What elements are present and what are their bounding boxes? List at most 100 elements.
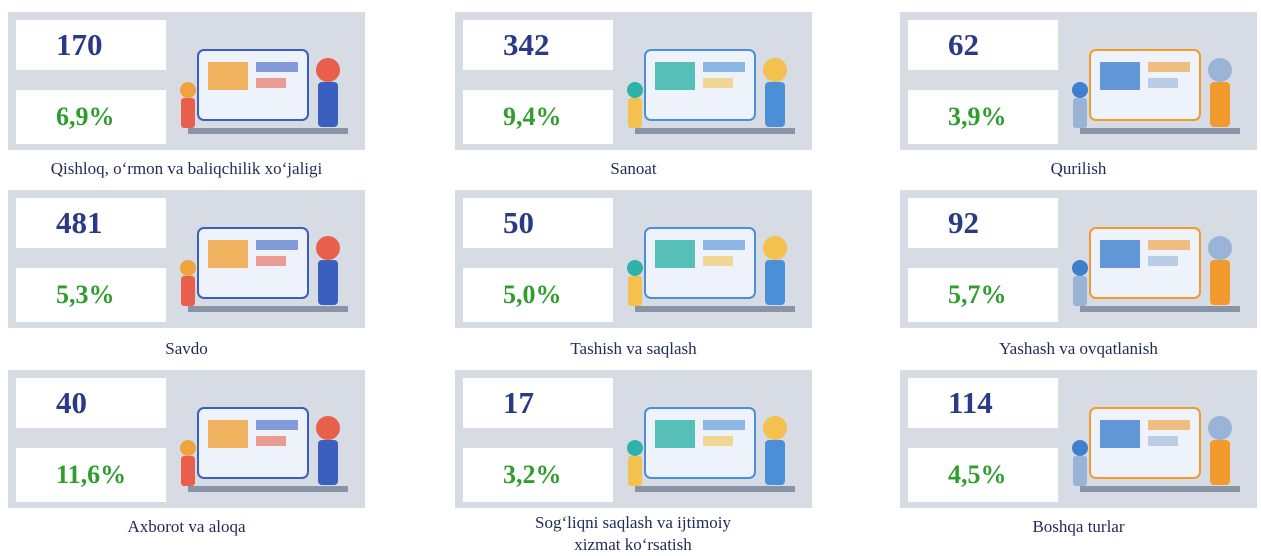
illustration [1072,227,1240,312]
card-label: Qurilish [1050,159,1107,178]
art-shape [1148,62,1190,72]
art-shape [765,260,785,305]
art-shape [180,82,196,98]
art-shape [188,306,348,312]
art-shape [181,98,195,128]
percent-box: 9,4% [463,90,613,144]
art-shape [763,58,787,82]
art-shape [318,440,338,485]
art-shape [1073,98,1087,128]
art-shape [703,436,733,446]
art-shape [1208,236,1232,260]
art-shape [1080,306,1240,312]
card-label: Qishloq, o‘rmon va baliqchilik xo‘jaligi [50,159,323,178]
art-shape [256,256,286,266]
percent-box: 5,0% [463,268,613,322]
art-shape [627,260,643,276]
art-shape [655,62,695,90]
art-shape [703,78,733,88]
art-shape [316,416,340,440]
illustration [627,49,795,134]
art-shape [1208,58,1232,82]
illustration [1072,49,1240,134]
art-shape [181,276,195,306]
art-shape [1208,416,1232,440]
art-shape [635,128,795,134]
art-shape [256,420,298,430]
card: 481 5,3% [8,190,365,328]
art-shape [1210,440,1230,485]
art-shape [188,486,348,492]
art-shape [1080,486,1240,492]
card: 40 11,6% [8,370,365,508]
illustration [627,407,795,492]
art-shape [208,420,248,448]
art-shape [628,276,642,306]
illustration [627,227,795,312]
art-shape [628,98,642,128]
art-shape [1072,440,1088,456]
illustration [180,49,348,134]
card: 92 5,7% [900,190,1257,328]
illustration [1072,407,1240,492]
art-shape [1148,256,1178,266]
card-label: Tashish va saqlash [570,339,697,358]
art-shape [1100,240,1140,268]
art-shape [703,420,745,430]
art-shape [316,58,340,82]
art-shape [1072,260,1088,276]
value-box: 62 [908,20,1058,70]
illustration [180,227,348,312]
card-label: Sanoat [610,159,657,178]
art-shape [1073,276,1087,306]
art-shape [765,82,785,127]
percent-box: 6,9% [16,90,166,144]
art-shape [627,440,643,456]
card: 62 3,9% [900,12,1257,150]
value-box: 170 [16,20,166,70]
art-shape [703,240,745,250]
art-shape [180,440,196,456]
card-label: Boshqa turlar [1032,517,1125,536]
art-shape [256,436,286,446]
card: 50 5,0% [455,190,812,328]
art-shape [1100,420,1140,448]
art-shape [318,260,338,305]
art-shape [763,416,787,440]
card-label: Axborot va aloqa [127,517,246,536]
art-shape [1148,78,1178,88]
card-label: Sog‘liqni saqlash va ijtimoiy xizmat ko‘… [535,513,731,554]
value-box: 114 [908,378,1058,428]
illustration [180,407,348,492]
value-box: 40 [16,378,166,428]
value-box: 342 [463,20,613,70]
art-shape [1072,82,1088,98]
art-shape [763,236,787,260]
art-shape [1210,260,1230,305]
art-shape [1080,128,1240,134]
art-shape [1100,62,1140,90]
art-shape [1210,82,1230,127]
percent-box: 3,2% [463,448,613,502]
art-shape [765,440,785,485]
art-shape [655,420,695,448]
art-shape [1148,436,1178,446]
card: 170 6,9% [8,12,365,150]
art-shape [628,456,642,486]
card-label: Savdo [165,339,208,358]
value-box: 92 [908,198,1058,248]
card: 17 3,2% [455,370,812,508]
percent-box: 4,5% [908,448,1058,502]
art-shape [1148,240,1190,250]
percent-box: 5,3% [16,268,166,322]
value-box: 481 [16,198,166,248]
art-shape [208,240,248,268]
percent-box: 11,6% [16,448,166,502]
art-shape [1073,456,1087,486]
art-shape [703,62,745,72]
value-box: 50 [463,198,613,248]
art-shape [208,62,248,90]
card: 114 4,5% [900,370,1257,508]
art-shape [316,236,340,260]
